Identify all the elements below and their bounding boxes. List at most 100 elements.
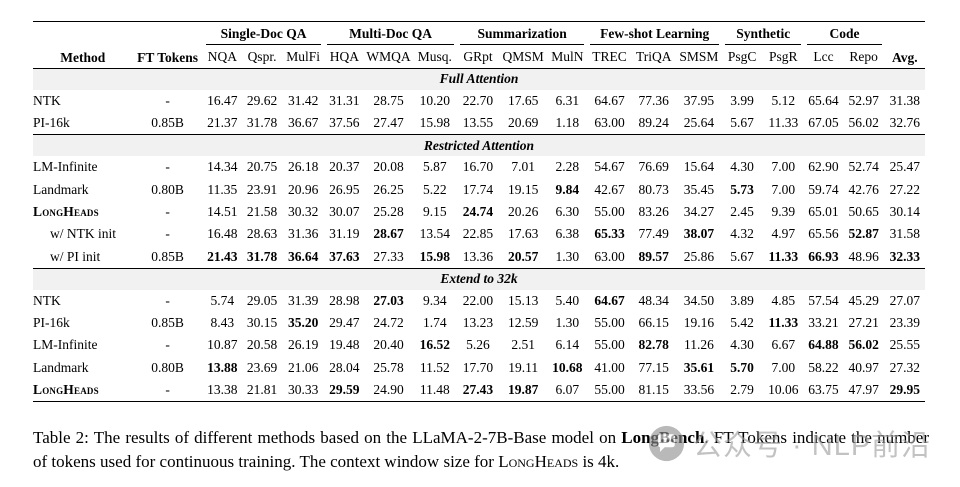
metric-cell: 77.15 [638,359,669,375]
metric-cell: 10.68 [552,359,583,375]
metric-cell: 10.87 [207,337,238,353]
method-cell: PI-16k [33,115,70,131]
ft-tokens-cell: 0.80B [151,359,184,375]
table-body: Full Attention NTK - 16.47 29.62 31.42 31.31 28… [33,68,925,401]
metric-cell: 1.74 [422,315,447,331]
ft-tokens-cell: - [165,159,170,175]
metric-cell: 19.16 [683,315,715,331]
metric-cell: 22.00 [462,292,494,308]
metric-cell: 13.36 [462,248,494,264]
avg-cell: 30.14 [889,204,921,220]
method-cell: LM-Infinite [33,337,98,353]
metric-cell: 5.87 [422,159,447,175]
metric-cell: 3.89 [730,292,754,308]
metric-cell: 5.22 [422,181,447,197]
section-title: Extend to 32k [33,268,925,290]
metric-cell: 16.47 [207,92,238,108]
metric-cell: 24.74 [462,204,494,220]
metric-cell: 24.90 [373,382,404,398]
group-header: Summarization [457,22,588,47]
metric-cell: 20.96 [288,181,319,197]
metric-cell: 42.76 [848,181,879,197]
metric-cell: 20.57 [507,248,539,264]
metric-cell: 5.73 [730,181,754,197]
metric-cell: 55.00 [594,337,625,353]
avg-cell: 29.95 [889,382,921,398]
metric-cell: 45.29 [848,292,879,308]
metric-cell: 63.75 [808,382,839,398]
method-cell: Landmark [33,359,89,375]
metric-cell: 63.00 [594,248,625,264]
metric-cell: 27.21 [848,315,879,331]
metric-cell: 2.79 [730,382,754,398]
group-header-label: Summarization [459,26,585,45]
metric-cell: 28.63 [246,226,278,242]
header-group-row: Method FT Tokens Single-Doc QA Multi-Doc QA… [33,22,925,65]
ft-tokens-cell: 0.85B [151,315,184,331]
metric-cell: 19.48 [329,337,360,353]
avg-cell: 23.39 [889,315,921,331]
avg-header: Avg. [892,49,918,65]
ft-tokens-cell: - [165,204,170,220]
metric-cell: 35.20 [288,315,319,331]
metric-cell: 55.00 [594,204,625,220]
avg-cell: 25.55 [889,337,921,353]
metric-cell: 11.35 [207,181,238,197]
metric-cell: 65.01 [808,204,839,220]
metric-cell: 2.45 [730,204,754,220]
metric-cell: 21.81 [246,382,278,398]
metric-cell: 40.97 [848,359,879,375]
table-header: Method FT Tokens Single-Doc QA Multi-Doc QA… [33,22,925,69]
metric-cell: 67.05 [808,115,839,131]
metric-cell: 28.98 [329,292,360,308]
method-cell: w/ PI init [50,248,101,264]
metric-cell: 15.13 [507,292,539,308]
metric-cell: 26.18 [288,159,319,175]
metric-header: Lcc [813,48,834,64]
metric-cell: 21.43 [207,248,238,264]
metric-cell: 37.63 [329,248,360,264]
metric-cell: 37.95 [683,92,715,108]
metric-cell: 4.32 [730,226,754,242]
metric-header: WMQA [366,48,411,64]
metric-cell: 6.31 [555,92,580,108]
metric-cell: 55.00 [594,315,625,331]
metric-cell: 16.48 [207,226,238,242]
metric-cell: 5.26 [466,337,490,353]
caption-label: Table 2: [33,428,89,447]
metric-cell: 17.65 [507,92,539,108]
table-row: LM-Infinite - 14.34 20.75 26.18 20.37 20.08 5.8… [33,156,925,178]
metric-cell: 13.88 [207,359,238,375]
metric-header: Qspr. [247,48,277,64]
metric-cell: 6.14 [555,337,580,353]
metric-cell: 14.34 [207,159,238,175]
metric-cell: 26.95 [329,181,360,197]
metric-cell: 64.67 [594,292,625,308]
metric-cell: 7.00 [771,359,796,375]
metric-cell: 15.98 [419,115,450,131]
caption-benchmark-name: LongBench [621,428,705,447]
metric-cell: 16.70 [462,159,494,175]
metric-cell: 20.26 [507,204,539,220]
group-header: Synthetic [722,22,804,47]
metric-cell: 36.67 [288,115,319,131]
results-table: Method FT Tokens Single-Doc QA Multi-Doc QA… [33,21,925,403]
table-row: Landmark 0.80B 11.35 23.91 20.96 26.95 26.25 5.… [33,179,925,201]
metric-cell: 57.54 [808,292,839,308]
metric-cell: 28.67 [373,226,404,242]
metric-header: SMSM [679,48,719,64]
metric-header: PsgR [769,48,798,64]
metric-cell: 3.99 [730,92,754,108]
metric-cell: 21.37 [207,115,238,131]
metric-cell: 10.06 [768,382,799,398]
header-sub-row: NQA Qspr. MulFi HQA WMQA Musq. GRpt QMSM MulN TRE… [33,47,925,68]
method-header: Method [60,49,106,65]
metric-cell: 89.57 [638,248,669,264]
metric-cell: 4.85 [771,292,796,308]
metric-cell: 31.36 [288,226,319,242]
metric-cell: 34.27 [683,204,715,220]
metric-cell: 5.74 [210,292,235,308]
metric-cell: 19.11 [508,359,539,375]
avg-cell: 32.33 [889,248,921,264]
method-cell: PI-16k [33,315,70,331]
